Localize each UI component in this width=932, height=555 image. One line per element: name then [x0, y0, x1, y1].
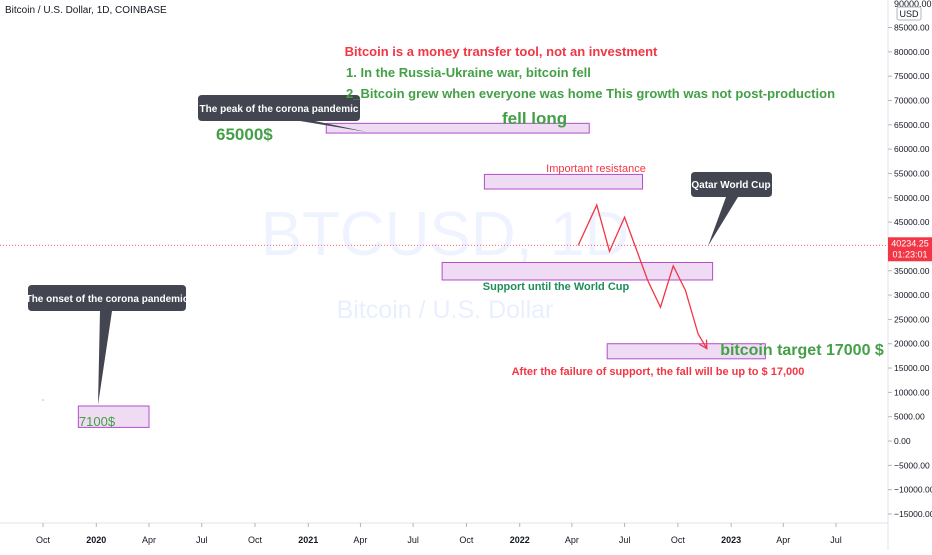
price-axis[interactable]: 90000.00 USD 85000.00 80000.00 75000.00 700… — [888, 0, 932, 519]
y-tick-label: 55000.00 — [894, 168, 930, 178]
time-axis[interactable]: Oct 2020 Apr Jul Oct 2021 Apr Jul Oct 2022 Apr Jul O… — [36, 523, 842, 545]
last-price-badge: 40234.25 01:23:01 — [888, 237, 932, 262]
x-tick-label: Jul — [830, 535, 842, 545]
annotation-texts: Bitcoin is a money transfer tool, not an… — [79, 44, 884, 429]
qatar-callout-box[interactable] — [691, 172, 772, 246]
symbol-title[interactable]: Bitcoin / U.S. Dollar, 1D, COINBASE — [5, 5, 167, 16]
y-tick-label: 10000.00 — [894, 387, 930, 397]
y-tick-label: 50000.00 — [894, 193, 930, 203]
x-tick-label: 2021 — [298, 535, 318, 545]
peak-callout-box[interactable] — [198, 95, 367, 132]
onset-callout-box[interactable] — [28, 285, 186, 405]
fell-long-text[interactable]: fell long — [502, 109, 567, 128]
failure-note-text[interactable]: After the failure of support, the fall w… — [512, 366, 805, 378]
x-tick-label: Oct — [248, 535, 263, 545]
y-tick-label: −5000.00 — [894, 460, 930, 470]
y-tick-label: 15000.00 — [894, 363, 930, 373]
candle-body — [42, 400, 44, 401]
point2-text[interactable]: 2_Bitcoin grew when everyone was home Th… — [346, 86, 835, 101]
pandemic-low-zone[interactable] — [77, 405, 150, 428]
x-tick-label: Jul — [407, 535, 419, 545]
x-tick-label: Apr — [565, 535, 579, 545]
x-tick-label: 2020 — [86, 535, 106, 545]
pandemic-peak-zone[interactable] — [325, 122, 590, 134]
y-tick-label: 5000.00 — [894, 412, 925, 422]
y-tick-label: 0.00 — [894, 436, 911, 446]
y-tick-label: 35000.00 — [894, 266, 930, 276]
y-tick-label: −10000.00 — [894, 485, 932, 495]
x-tick-label: Oct — [459, 535, 474, 545]
watermark: BTCUSD, 1D Bitcoin / U.S. Dollar — [261, 200, 630, 324]
x-tick-label: Apr — [353, 535, 367, 545]
projection-line — [577, 203, 708, 349]
important-resistance-text[interactable]: Important resistance — [546, 163, 646, 175]
target-zone[interactable] — [606, 343, 766, 360]
x-tick-label: Jul — [196, 535, 208, 545]
qatar-callout-text: Qatar World Cup — [691, 180, 770, 191]
currency-badge[interactable] — [896, 6, 922, 21]
zones — [77, 122, 766, 428]
watermark-name: Bitcoin / U.S. Dollar — [337, 296, 554, 324]
last-price-badge-bg — [888, 237, 932, 262]
y-tick-label: 70000.00 — [894, 95, 930, 105]
low-value-text[interactable]: 7100$ — [79, 414, 116, 429]
y-tick-label: 60000.00 — [894, 144, 930, 154]
y-tick-label: 20000.00 — [894, 339, 930, 349]
support-zone[interactable] — [441, 261, 714, 281]
support-text[interactable]: Support until the World Cup — [483, 281, 630, 293]
x-tick-label: Apr — [142, 535, 156, 545]
x-tick-label: Apr — [776, 535, 790, 545]
important-resistance-zone[interactable] — [483, 173, 644, 190]
price-axis-top-partial: 90000.00 — [894, 0, 932, 9]
target-text[interactable]: bitcoin target 17000 $ — [720, 342, 884, 359]
candles — [42, 399, 44, 401]
x-tick-label: 2022 — [510, 535, 530, 545]
peak-callout-text: The peak of the corona pandemic — [200, 104, 359, 115]
onset-callout-text: The onset of the corona pandemic — [26, 294, 189, 305]
y-tick-label: 75000.00 — [894, 71, 930, 81]
countdown-value: 01:23:01 — [892, 249, 927, 259]
projection-arrowhead — [698, 339, 708, 350]
peak-value-text[interactable]: 65000$ — [216, 125, 273, 144]
headline-text[interactable]: Bitcoin is a money transfer tool, not an… — [345, 44, 658, 59]
y-tick-label: 80000.00 — [894, 47, 930, 57]
y-tick-label: 30000.00 — [894, 290, 930, 300]
x-tick-label: Oct — [671, 535, 686, 545]
y-tick-label: −15000.00 — [894, 509, 932, 519]
point1-text[interactable]: 1. In the Russia-Ukraine war, bitcoin fe… — [346, 65, 591, 80]
y-tick-label: 25000.00 — [894, 314, 930, 324]
x-tick-label: 2023 — [721, 535, 741, 545]
watermark-ticker: BTCUSD, 1D — [261, 200, 630, 269]
last-price-value: 40234.25 — [891, 238, 929, 248]
y-tick-label: 45000.00 — [894, 217, 930, 227]
y-tick-label: 85000.00 — [894, 23, 930, 33]
currency-label: USD — [899, 9, 919, 19]
x-tick-label: Jul — [619, 535, 631, 545]
y-tick-label: 65000.00 — [894, 120, 930, 130]
callouts: The peak of the corona pandemic The onse… — [26, 95, 772, 405]
x-tick-label: Oct — [36, 535, 51, 545]
